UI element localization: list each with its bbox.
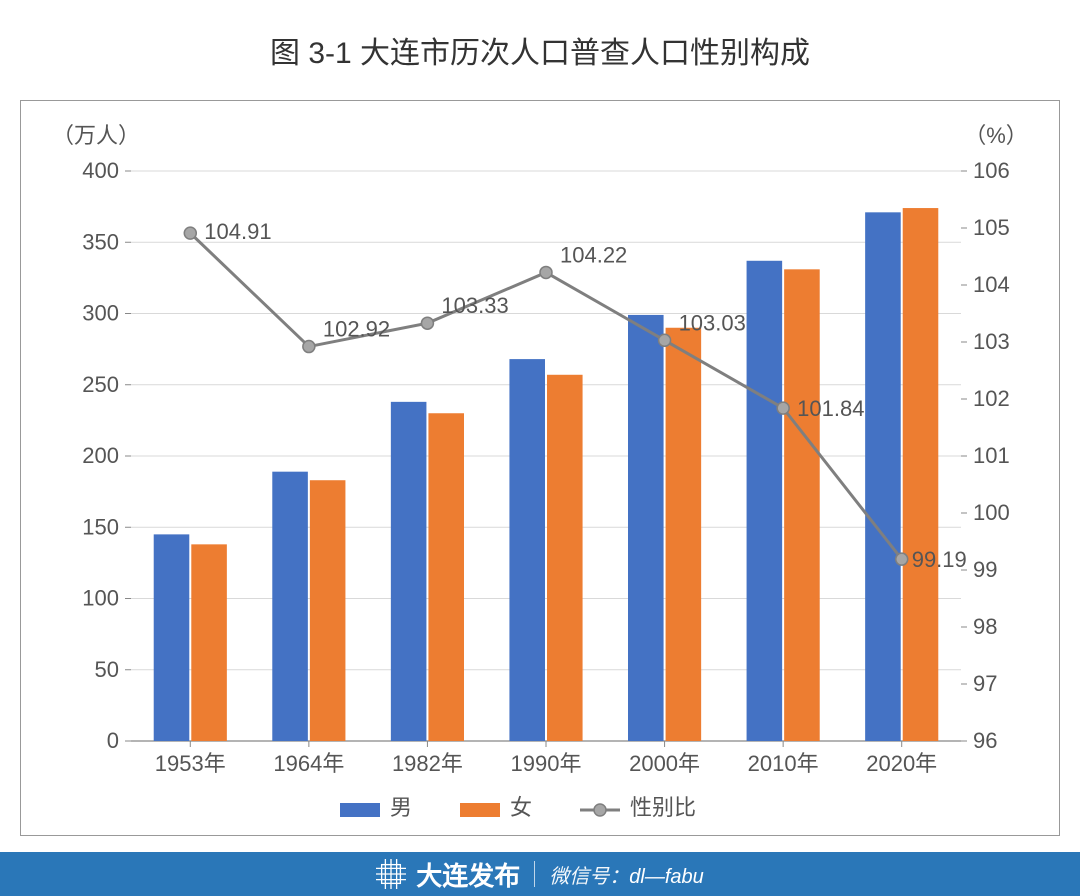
chart-title: 图 3-1 大连市历次人口普查人口性别构成 <box>0 0 1080 90</box>
bar-male <box>154 534 190 741</box>
svg-text:1964年: 1964年 <box>273 751 344 776</box>
svg-text:（%）: （%） <box>964 123 1028 148</box>
footer-brand: 大连发布 <box>376 856 520 893</box>
marker-ratio <box>184 227 196 239</box>
svg-text:100: 100 <box>973 500 1010 525</box>
bar-female <box>547 375 583 741</box>
bar-female <box>666 328 702 741</box>
footer-separator <box>534 861 535 887</box>
bar-female <box>310 480 346 741</box>
bar-female <box>784 269 820 741</box>
svg-text:1953年: 1953年 <box>155 751 226 776</box>
svg-text:（万人）: （万人） <box>52 123 140 148</box>
svg-text:300: 300 <box>82 301 119 326</box>
svg-text:104: 104 <box>973 272 1010 297</box>
svg-text:女: 女 <box>510 795 532 820</box>
chart-container: 0 50 100 150 200 250 300 350 400 96 97 98 99 100 101 10… <box>20 100 1060 836</box>
svg-text:97: 97 <box>973 671 997 696</box>
svg-text:100: 100 <box>82 586 119 611</box>
svg-text:250: 250 <box>82 372 119 397</box>
footer-sub-label: 微信号： <box>549 866 629 888</box>
svg-text:性别比: 性别比 <box>630 795 696 820</box>
bar-female <box>191 544 227 741</box>
svg-text:2010年: 2010年 <box>748 751 819 776</box>
svg-text:150: 150 <box>82 514 119 539</box>
marker-ratio <box>303 341 315 353</box>
value-label: 103.33 <box>441 293 508 318</box>
bar-male <box>272 472 308 741</box>
svg-text:98: 98 <box>973 614 997 639</box>
svg-text:2000年: 2000年 <box>629 751 700 776</box>
svg-text:350: 350 <box>82 229 119 254</box>
svg-text:102: 102 <box>973 386 1010 411</box>
bar-male <box>865 212 901 741</box>
svg-text:103: 103 <box>973 329 1010 354</box>
svg-text:99: 99 <box>973 557 997 582</box>
svg-text:1990年: 1990年 <box>511 751 582 776</box>
marker-ratio <box>659 334 671 346</box>
svg-text:400: 400 <box>82 158 119 183</box>
bar-female <box>428 413 464 741</box>
value-label: 104.91 <box>204 219 271 244</box>
marker-ratio <box>896 553 908 565</box>
bar-female <box>903 208 939 741</box>
value-label: 102.92 <box>323 317 390 342</box>
value-label: 104.22 <box>560 242 627 267</box>
svg-text:2020年: 2020年 <box>866 751 937 776</box>
svg-text:1982年: 1982年 <box>392 751 463 776</box>
bar-male <box>628 315 664 741</box>
value-label: 99.19 <box>912 547 967 572</box>
bar-male <box>747 261 783 741</box>
marker-ratio <box>777 402 789 414</box>
footer-brand-text: 大连发布 <box>416 856 520 893</box>
footer-bar: 大连发布 微信号：dl—fabu <box>0 852 1080 896</box>
marker-ratio <box>540 266 552 278</box>
bar-male <box>509 359 545 741</box>
svg-text:200: 200 <box>82 443 119 468</box>
marker-ratio <box>421 317 433 329</box>
svg-text:106: 106 <box>973 158 1010 183</box>
value-label: 101.84 <box>797 396 864 421</box>
bar-male <box>391 402 427 741</box>
chart-svg: 0 50 100 150 200 250 300 350 400 96 97 98 99 100 101 10… <box>21 101 1059 835</box>
svg-text:105: 105 <box>973 215 1010 240</box>
brand-logo-icon <box>376 859 406 889</box>
footer-sub-id: dl—fabu <box>629 866 704 888</box>
svg-text:50: 50 <box>95 657 119 682</box>
footer-subtitle: 微信号：dl—fabu <box>549 860 704 889</box>
svg-text:101: 101 <box>973 443 1010 468</box>
svg-text:96: 96 <box>973 728 997 753</box>
svg-text:男: 男 <box>390 795 412 820</box>
value-label: 103.03 <box>679 310 746 335</box>
svg-text:0: 0 <box>107 728 119 753</box>
